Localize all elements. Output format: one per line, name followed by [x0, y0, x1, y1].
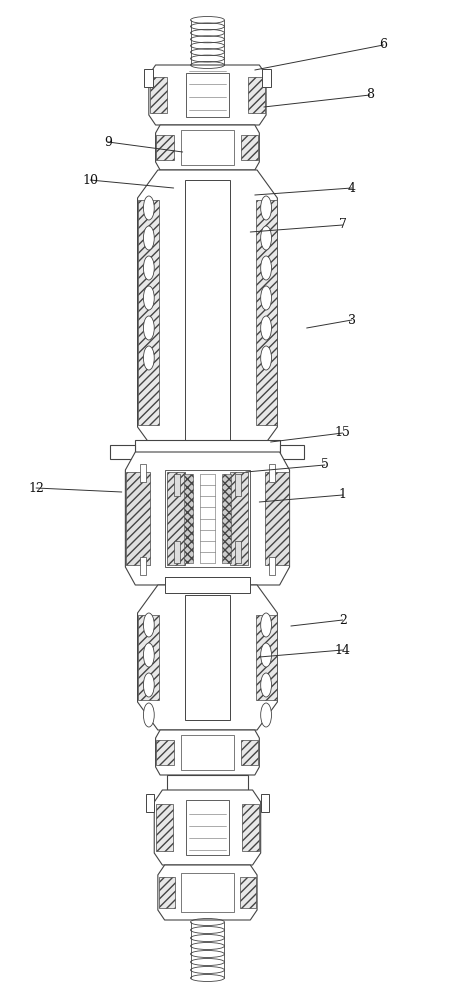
Text: 12: 12: [28, 482, 44, 494]
Bar: [222, 474, 231, 563]
Circle shape: [261, 643, 272, 667]
Bar: [167, 775, 248, 790]
Bar: [280, 445, 304, 459]
Bar: [174, 474, 180, 496]
Bar: [165, 577, 250, 593]
Bar: [146, 794, 154, 812]
Bar: [230, 472, 248, 565]
Bar: [269, 464, 275, 482]
Text: 9: 9: [104, 135, 112, 148]
Bar: [110, 445, 135, 459]
Text: 14: 14: [335, 644, 351, 656]
Bar: [269, 557, 275, 575]
Bar: [186, 73, 229, 117]
Bar: [181, 873, 234, 912]
Bar: [256, 615, 277, 700]
Text: 4: 4: [348, 182, 356, 194]
Polygon shape: [156, 730, 259, 775]
Bar: [241, 740, 258, 765]
Circle shape: [143, 673, 154, 697]
Bar: [159, 877, 175, 908]
Circle shape: [143, 643, 154, 667]
Text: 15: 15: [335, 426, 351, 440]
Bar: [184, 474, 193, 563]
Bar: [265, 472, 289, 565]
Bar: [140, 557, 146, 575]
Polygon shape: [154, 790, 261, 865]
Circle shape: [143, 316, 154, 340]
Bar: [241, 135, 258, 160]
Circle shape: [261, 256, 272, 280]
Bar: [240, 877, 256, 908]
Polygon shape: [138, 170, 277, 455]
Text: 3: 3: [348, 314, 356, 326]
Text: 7: 7: [339, 219, 347, 232]
Circle shape: [261, 316, 272, 340]
Bar: [150, 77, 167, 113]
Bar: [262, 69, 271, 87]
Bar: [186, 800, 229, 855]
Circle shape: [261, 346, 272, 370]
Bar: [174, 541, 180, 563]
Circle shape: [261, 226, 272, 250]
Bar: [144, 69, 153, 87]
Bar: [156, 804, 173, 851]
Circle shape: [261, 703, 272, 727]
Bar: [156, 135, 174, 160]
Bar: [235, 541, 241, 563]
Bar: [140, 464, 146, 482]
Text: 1: 1: [339, 488, 347, 502]
Polygon shape: [125, 452, 290, 585]
Bar: [167, 472, 185, 565]
Bar: [256, 200, 277, 425]
Circle shape: [143, 286, 154, 310]
Polygon shape: [149, 65, 266, 125]
Circle shape: [143, 256, 154, 280]
Bar: [165, 470, 250, 567]
Bar: [242, 804, 259, 851]
Bar: [185, 180, 230, 445]
Text: 8: 8: [366, 89, 374, 102]
Bar: [156, 740, 174, 765]
Circle shape: [261, 286, 272, 310]
Circle shape: [261, 196, 272, 220]
Bar: [126, 472, 150, 565]
Bar: [235, 474, 241, 496]
Text: 2: 2: [339, 613, 347, 626]
Bar: [261, 794, 269, 812]
Bar: [138, 200, 159, 425]
Bar: [181, 130, 234, 165]
Circle shape: [143, 196, 154, 220]
Circle shape: [143, 346, 154, 370]
Bar: [248, 77, 265, 113]
Circle shape: [261, 613, 272, 637]
Circle shape: [143, 703, 154, 727]
Bar: [185, 595, 230, 720]
Text: 5: 5: [321, 458, 329, 472]
Bar: [165, 577, 250, 593]
Bar: [138, 615, 159, 700]
Text: 6: 6: [379, 38, 387, 51]
Bar: [181, 735, 234, 770]
Bar: [135, 440, 280, 464]
Circle shape: [261, 673, 272, 697]
Text: 10: 10: [82, 174, 98, 186]
Polygon shape: [156, 125, 259, 170]
Circle shape: [143, 613, 154, 637]
Polygon shape: [158, 865, 257, 920]
Polygon shape: [138, 585, 277, 730]
Circle shape: [143, 226, 154, 250]
